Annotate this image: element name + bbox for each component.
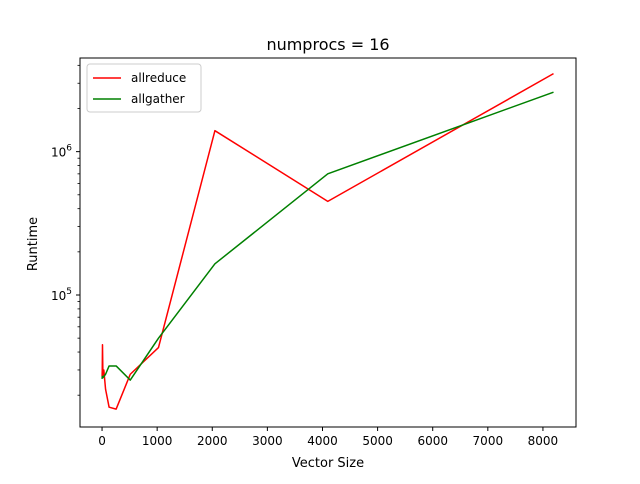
legend-label-allgather: allgather xyxy=(131,92,185,106)
y-tick-label-base: 10 xyxy=(51,146,66,160)
legend-label-allreduce: allreduce xyxy=(131,71,186,85)
y-axis-label: Runtime xyxy=(26,217,41,271)
x-tick-label: 4000 xyxy=(307,434,338,448)
chart-title: numprocs = 16 xyxy=(266,35,389,54)
x-tick-label: 0 xyxy=(98,434,106,448)
x-tick-label: 5000 xyxy=(362,434,393,448)
axes-frame xyxy=(79,57,577,428)
series-line-allgather xyxy=(101,91,554,381)
y-tick-label: 105 xyxy=(51,287,72,303)
series-line-allreduce xyxy=(101,72,554,410)
x-axis-label: Vector Size xyxy=(292,456,364,471)
x-tick-label: 3000 xyxy=(252,434,283,448)
x-tick-label: 2000 xyxy=(197,434,228,448)
y-tick-label-exponent: 6 xyxy=(66,144,72,154)
y-tick-label: 106 xyxy=(51,144,72,160)
plot-area: 0 1000 2000 3000 4000 5000 6000 7000 8000105106a… xyxy=(51,57,577,448)
x-tick-label: 7000 xyxy=(473,434,504,448)
y-tick-label-base: 10 xyxy=(51,289,66,303)
legend: allreduce allgather xyxy=(86,63,202,113)
y-tick-label-exponent: 5 xyxy=(66,287,72,297)
legend-box xyxy=(86,63,202,113)
x-tick-label: 1000 xyxy=(142,434,173,448)
x-tick-label: 6000 xyxy=(417,434,448,448)
x-tick-label: 8000 xyxy=(528,434,559,448)
